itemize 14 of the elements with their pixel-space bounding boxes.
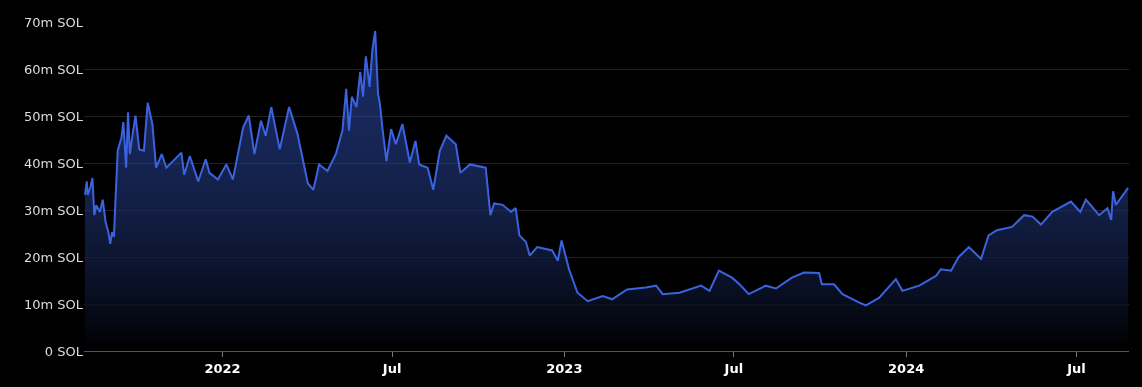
y-tick-label: 50m SOL <box>23 108 84 124</box>
y-tick-label: 40m SOL <box>23 155 84 171</box>
x-tick-label: Jul <box>1066 360 1086 376</box>
x-tick-label: Jul <box>723 360 744 376</box>
x-tick-label: Jul <box>381 360 402 376</box>
y-tick-label: 20m SOL <box>23 249 84 265</box>
x-tick-label: 2022 <box>204 360 241 376</box>
y-tick-label: 60m SOL <box>23 61 84 77</box>
y-tick-label: 0 SOL <box>44 343 84 359</box>
y-tick-label: 10m SOL <box>23 296 84 312</box>
x-tick-label: 2024 <box>888 360 925 376</box>
x-tick-label: 2023 <box>546 360 583 376</box>
y-tick-label: 70m SOL <box>23 14 84 30</box>
y-tick-label: 30m SOL <box>23 202 84 218</box>
